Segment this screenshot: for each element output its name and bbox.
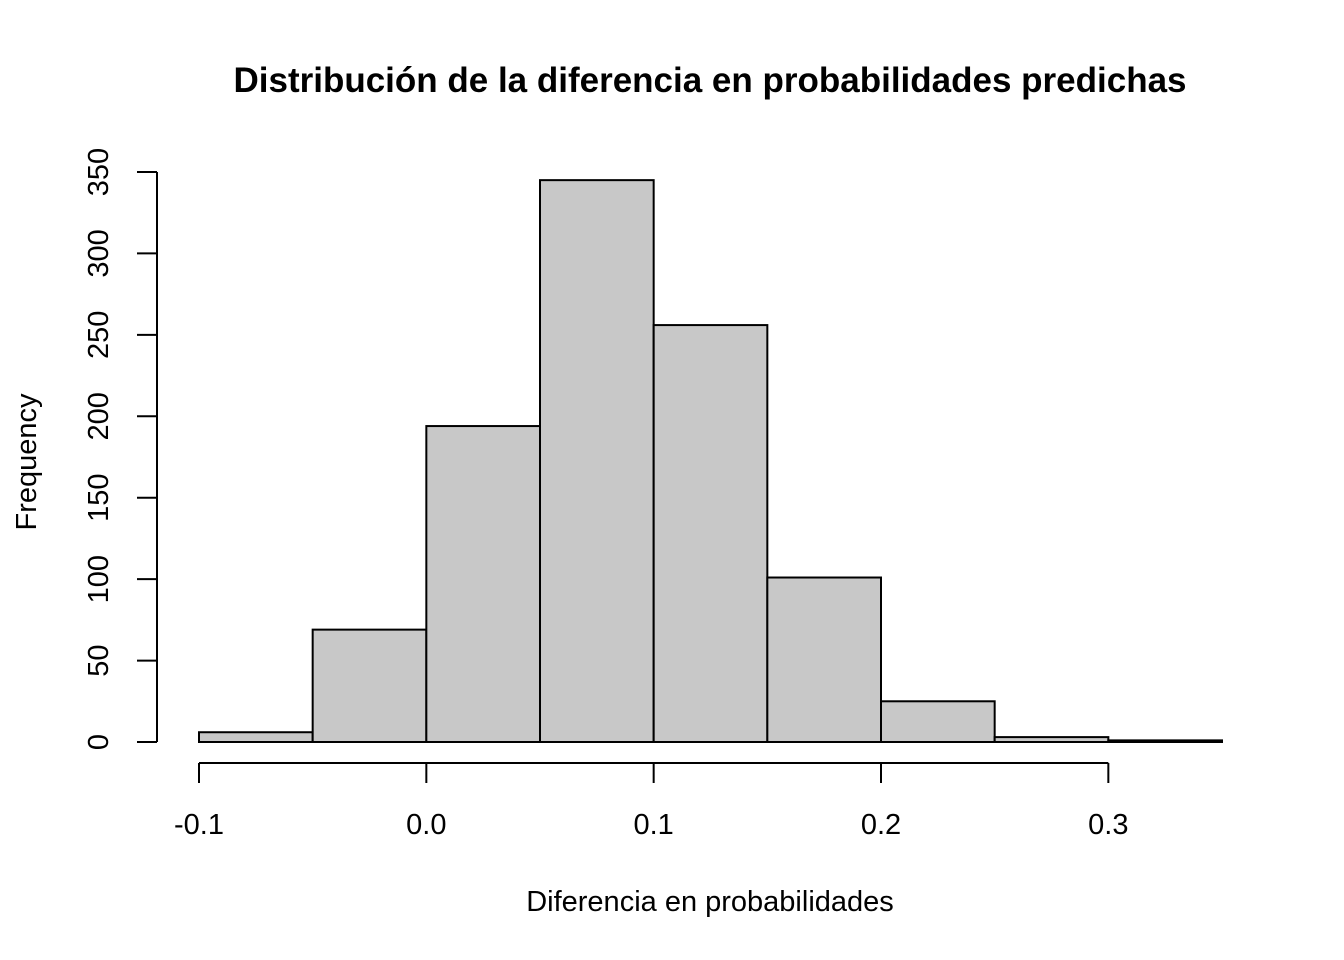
histogram-bar-7 bbox=[993, 736, 1110, 743]
x-axis: -0.1 0.0 0.1 0.2 0.3 bbox=[174, 762, 1128, 841]
y-axis-label: Frequency bbox=[11, 393, 43, 531]
histogram-bar-6 bbox=[880, 700, 996, 743]
histogram-bar-0 bbox=[198, 731, 314, 744]
x-tick-label: 0.3 bbox=[1088, 809, 1128, 841]
y-tick-label: 250 bbox=[83, 311, 115, 359]
histogram-bar-4 bbox=[652, 324, 769, 743]
histogram-bar-8 bbox=[1107, 739, 1224, 743]
x-tick-label: 0.1 bbox=[634, 809, 674, 841]
y-tick-label: 50 bbox=[83, 644, 115, 676]
histogram-bar-5 bbox=[766, 576, 882, 743]
y-tick-label: 100 bbox=[83, 555, 115, 603]
y-tick-label: 300 bbox=[83, 229, 115, 277]
histogram-bar-2 bbox=[425, 425, 542, 743]
histogram-bar-1 bbox=[311, 628, 428, 744]
x-tick-label: -0.1 bbox=[174, 809, 224, 841]
y-tick-label: 350 bbox=[83, 148, 115, 196]
bars-layer bbox=[198, 179, 1224, 744]
x-axis-label: Diferencia en probabilidades bbox=[526, 886, 894, 918]
y-tick-label: 200 bbox=[83, 392, 115, 440]
x-tick-label: 0.2 bbox=[861, 809, 901, 841]
x-tick-label: 0.0 bbox=[406, 809, 446, 841]
y-axis: 0 50 100 150 200 250 300 350 bbox=[83, 148, 158, 750]
histogram-bar-3 bbox=[539, 179, 655, 743]
y-tick-label: 0 bbox=[83, 734, 115, 750]
chart-title: Distribución de la diferencia en probabi… bbox=[233, 61, 1186, 100]
y-tick-label: 150 bbox=[83, 474, 115, 522]
